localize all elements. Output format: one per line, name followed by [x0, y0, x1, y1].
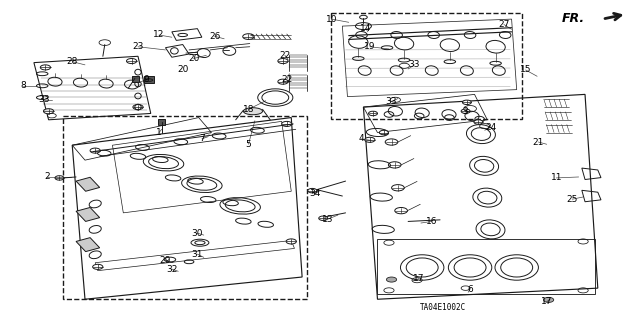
Text: 34: 34	[309, 189, 321, 198]
Text: 6: 6	[467, 285, 473, 293]
Text: 7: 7	[199, 134, 205, 143]
Ellipse shape	[387, 277, 397, 282]
Text: 16: 16	[426, 217, 438, 226]
Bar	[63, 116, 307, 299]
Ellipse shape	[93, 264, 103, 269]
Text: 8: 8	[20, 81, 26, 90]
Text: 19: 19	[364, 42, 376, 51]
Text: 23: 23	[132, 42, 144, 51]
Text: 25: 25	[566, 195, 578, 204]
Text: 33: 33	[38, 95, 50, 104]
Ellipse shape	[243, 108, 262, 115]
Ellipse shape	[461, 109, 470, 114]
Text: 15: 15	[520, 65, 531, 74]
Text: 32: 32	[166, 264, 177, 274]
Ellipse shape	[319, 216, 328, 220]
Text: 33: 33	[409, 60, 420, 69]
Text: 18: 18	[243, 105, 254, 114]
Text: 2: 2	[44, 173, 49, 182]
Text: 12: 12	[154, 31, 164, 40]
Ellipse shape	[90, 148, 100, 153]
Text: 30: 30	[191, 229, 203, 238]
Ellipse shape	[474, 120, 483, 124]
Text: 5: 5	[246, 140, 252, 149]
Ellipse shape	[278, 58, 288, 63]
Ellipse shape	[133, 105, 143, 110]
Text: TA04E1002C: TA04E1002C	[419, 303, 466, 312]
Ellipse shape	[127, 58, 137, 63]
Ellipse shape	[308, 189, 317, 193]
Text: 22: 22	[279, 51, 291, 60]
Text: FR.: FR.	[562, 12, 585, 25]
Polygon shape	[76, 238, 100, 252]
Text: 22: 22	[281, 75, 292, 84]
Text: 29: 29	[160, 256, 171, 265]
Ellipse shape	[243, 34, 254, 40]
Polygon shape	[76, 207, 100, 221]
Text: 17: 17	[541, 297, 552, 306]
Ellipse shape	[282, 122, 292, 126]
Text: 21: 21	[532, 137, 544, 146]
Text: 13: 13	[322, 215, 333, 224]
Bar	[378, 239, 595, 294]
Ellipse shape	[286, 239, 296, 244]
Text: 17: 17	[413, 274, 425, 283]
Ellipse shape	[380, 130, 388, 135]
Bar	[332, 13, 522, 119]
Ellipse shape	[543, 297, 554, 302]
Ellipse shape	[278, 79, 288, 84]
Text: 27: 27	[498, 20, 509, 29]
Text: 9: 9	[143, 75, 149, 84]
Text: 14: 14	[360, 24, 372, 33]
Ellipse shape	[55, 176, 64, 180]
Bar	[132, 76, 140, 82]
Text: 1: 1	[156, 128, 162, 137]
Text: 4: 4	[358, 134, 364, 143]
Text: 28: 28	[67, 57, 78, 66]
Text: 3: 3	[463, 107, 468, 116]
Text: 20: 20	[177, 65, 188, 74]
Text: 10: 10	[326, 15, 337, 24]
Ellipse shape	[365, 137, 375, 142]
Text: 31: 31	[191, 250, 203, 259]
Polygon shape	[76, 177, 100, 191]
Ellipse shape	[463, 100, 471, 105]
Text: 20: 20	[188, 54, 199, 63]
Bar	[158, 119, 166, 124]
Bar	[145, 76, 154, 83]
Text: 11: 11	[550, 174, 562, 182]
Text: 26: 26	[209, 32, 220, 41]
Text: 24: 24	[486, 122, 497, 132]
Text: 33: 33	[386, 97, 397, 106]
Ellipse shape	[369, 111, 378, 116]
Ellipse shape	[44, 109, 54, 114]
Ellipse shape	[40, 65, 51, 70]
